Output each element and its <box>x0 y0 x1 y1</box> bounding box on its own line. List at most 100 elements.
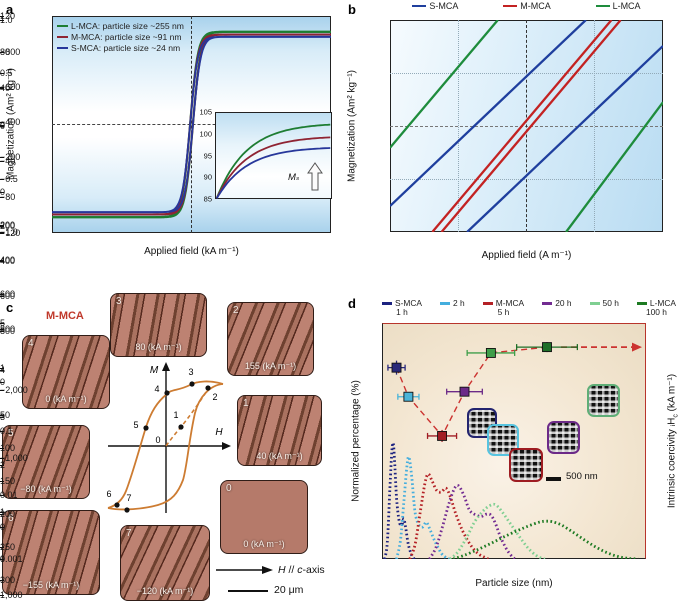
panel-a-legend-swatch <box>57 24 68 28</box>
micrograph-field-label: 0 (kA m⁻¹) <box>243 539 285 549</box>
sketch-point-1 <box>178 424 184 430</box>
undefined-tick-mark <box>0 448 4 449</box>
undefined-tick-mark <box>0 20 4 21</box>
sketch-label-2: 2 <box>212 392 217 402</box>
coercivity-marker-S-MCA <box>391 362 402 373</box>
undefined-tick-mark <box>0 225 4 227</box>
undefined-tick-label: −0.5 <box>0 174 18 184</box>
undefined-tick-mark <box>0 160 4 162</box>
panel-a-legend: L-MCA: particle size ~255 nm M-MCA: parti… <box>57 21 184 54</box>
panel-b-y-axis-label: Magnetization (Am² kg⁻¹) <box>346 70 358 182</box>
panel-d-letter: d <box>348 296 356 311</box>
sketch-label-3: 3 <box>188 367 193 377</box>
undefined-tick-mark <box>0 126 4 127</box>
undefined-tick-mark <box>0 580 4 581</box>
right-label-pre: Intrinsic coercivity ᵢH <box>666 417 678 509</box>
undefined-tick-mark <box>0 88 4 90</box>
panel-d-legend-swatch <box>542 302 553 305</box>
panel-b-legend-swatch <box>503 4 518 8</box>
coercivity-marker-2 h <box>403 391 414 402</box>
loop-line-M-MCA <box>431 20 613 232</box>
undefined-tick-mark <box>0 233 4 234</box>
inset-curve-M-MCA <box>215 136 331 199</box>
undefined-tick-mark <box>0 464 4 466</box>
undefined-tick-mark <box>0 323 4 324</box>
panel-a-letter: a <box>6 2 14 17</box>
undefined-tick-mark <box>0 367 4 369</box>
panel-d-left-y-axis-label: Normalized percentage (%) <box>350 380 362 502</box>
micrograph-image-0: 0 0 (kA m⁻¹) <box>220 480 308 554</box>
undefined-tick-mark <box>0 86 4 88</box>
undefined-tick-mark <box>0 390 4 391</box>
panel-d-legend-item: 20 h <box>542 299 572 317</box>
micrograph-number: 6 <box>8 513 14 524</box>
panel-d-legend-row: 20 h <box>542 299 572 308</box>
undefined-tick-mark <box>0 52 4 54</box>
undefined-tick-label: −40 <box>0 155 16 166</box>
micrograph-field-label: 155 (kA m⁻¹) <box>244 361 297 371</box>
panel-b-legend: S-MCA M-MCA L-MCA <box>390 1 663 11</box>
panel-c-field-direction-label: H // c-axis <box>278 564 325 576</box>
distribution-curve-M-MCA 5 h <box>408 472 491 559</box>
sketch-h-label: H <box>215 427 223 438</box>
sketch-h-axis-arrow-icon <box>222 442 231 450</box>
undefined-tick-mark <box>0 431 4 433</box>
undefined-tick-label: 800 <box>0 323 16 334</box>
field-h-symbol: H <box>278 564 286 576</box>
undefined-tick-mark <box>0 259 4 261</box>
panel-a-inset-y-tick-label: 85 <box>203 194 212 204</box>
panel-d-coercivity-scatter <box>387 342 642 442</box>
undefined-tick-label: 200 <box>0 509 16 519</box>
field-c-symbol: c <box>297 564 303 576</box>
panel-b-loop-lines <box>390 20 663 232</box>
micrograph-number: 3 <box>116 296 122 307</box>
panel-a-legend-item: S-MCA: particle size ~24 nm <box>57 43 184 53</box>
undefined-tick-mark <box>0 382 4 383</box>
sketch-label-6: 6 <box>106 489 111 499</box>
micrograph-image-5: 5 −80 (kA m⁻¹) <box>2 425 90 499</box>
micrograph-field-label: 40 (kA m⁻¹) <box>256 451 303 461</box>
sem-inset-image-4 <box>587 384 620 417</box>
undefined-tick-mark <box>0 594 4 596</box>
panel-b-legend-swatch <box>412 4 427 8</box>
undefined-tick-label: 200 <box>0 220 16 231</box>
sketch-m-label: M <box>150 365 159 376</box>
sketch-point-2 <box>205 385 211 391</box>
micrograph-number: 7 <box>126 528 132 539</box>
panel-d-scale-bar <box>546 477 561 481</box>
sketch-label-4: 4 <box>154 384 159 394</box>
micrograph-number: 4 <box>28 338 34 349</box>
undefined-tick-label: 1.0 <box>0 15 13 25</box>
coercivity-marker-20 h <box>459 386 470 397</box>
panel-a-legend-label: S-MCA: particle size ~24 nm <box>71 43 181 53</box>
undefined-tick-label: 250 <box>0 542 16 552</box>
panel-d-legend-swatch <box>482 302 493 305</box>
panel-c-sample-title: M-MCA <box>46 310 84 322</box>
panel-a-legend-swatch <box>57 46 68 50</box>
undefined-tick-mark <box>0 417 4 419</box>
micrograph-number: 2 <box>233 305 239 316</box>
panel-a-inset-y-tick-label: 95 <box>203 151 212 160</box>
panel-d-legend-label: S-MCA <box>395 298 422 308</box>
panel-a-inset-ms-label: Mₛ <box>288 172 300 183</box>
panel-c-scale-label: 20 μm <box>274 584 304 596</box>
inset-curve-L-MCA <box>215 123 331 199</box>
undefined-tick-label: 40 <box>0 83 11 94</box>
undefined-tick-label: 600 <box>0 291 16 302</box>
panel-d-legend-item: M-MCA 5 h <box>482 299 524 317</box>
field-slashes: // <box>285 564 298 576</box>
undefined-tick-mark <box>0 261 4 263</box>
undefined-tick-label: 400 <box>0 254 16 265</box>
panel-a-zero-magnetization-line <box>52 124 331 125</box>
panel-d-legend-row: M-MCA <box>482 299 524 308</box>
field-axis-suffix: -axis <box>302 564 325 576</box>
panel-a-hysteresis-curves <box>52 30 331 219</box>
undefined-tick-label: 0.1 <box>0 426 13 437</box>
sketch-label-5: 5 <box>133 420 138 430</box>
panel-a-legend-label: L-MCA: particle size ~255 nm <box>71 21 184 31</box>
sketch-label-0: 0 <box>155 435 160 445</box>
undefined-tick-label: 600 <box>0 289 16 300</box>
undefined-tick-label: 0.01 <box>0 490 18 501</box>
distribution-curve-20 h <box>428 483 517 559</box>
panel-a-inset-y-tick-label: 90 <box>203 172 212 182</box>
